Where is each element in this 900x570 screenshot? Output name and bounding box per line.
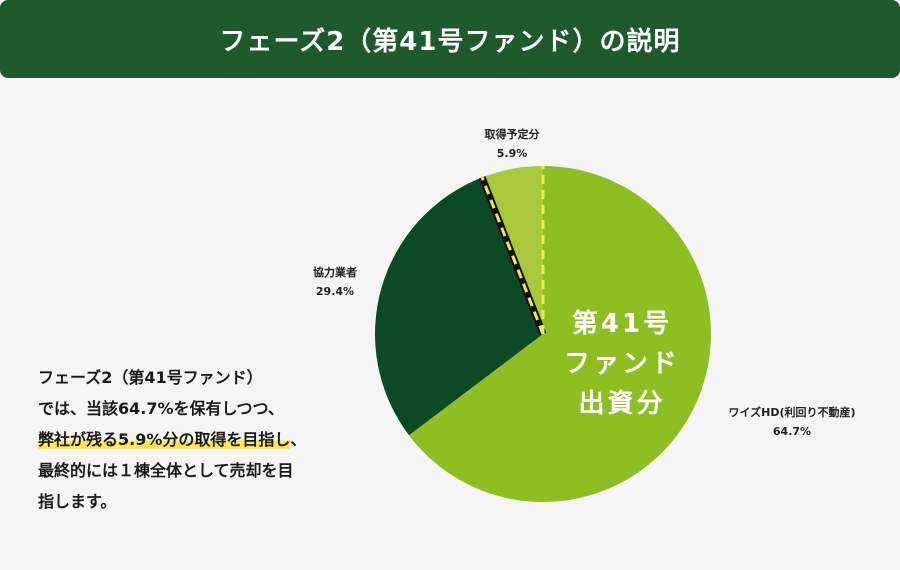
slice-value-planned: 5.9%	[497, 147, 528, 160]
page-title: フェーズ2（第41号ファンド）の説明	[219, 26, 681, 57]
description-highlight: 弊社が残る5.9%分の取得を目指し	[38, 430, 291, 449]
pie-slice-partners	[374, 177, 543, 436]
title-banner: フェーズ2（第41号ファンド）の説明	[0, 0, 900, 78]
inner-label-line-2: ファンド	[564, 349, 680, 379]
description-line-3: 弊社が残る5.9%分の取得を目指し、	[38, 424, 378, 455]
description-line-2: では、当該64.7%を保有しつつ、	[38, 399, 284, 418]
slice-label-planned: 取得予定分	[485, 127, 540, 141]
slice-label-wise: ワイズHD(利回り不動産)	[728, 405, 855, 419]
pie-slice-wise	[408, 166, 711, 502]
description-line-5: 指します。	[38, 492, 117, 511]
description-text: フェーズ2（第41号ファンド） では、当該64.7%を保有しつつ、 弊社が残る5…	[38, 362, 378, 517]
slice-value-wise: 64.7%	[773, 425, 811, 438]
description-line-3-tail: 、	[290, 430, 307, 449]
slice-value-partners: 29.4%	[316, 285, 354, 298]
divider-dash-left	[480, 176, 545, 335]
pie-dividers	[478, 166, 547, 336]
description-line-4: 最終的には１棟全体として売却を目	[38, 461, 294, 480]
description-line-1: フェーズ2（第41号ファンド）	[38, 368, 263, 387]
slice-label-partners: 協力業者	[313, 265, 357, 279]
inner-label-line-1: 第41号	[572, 308, 672, 339]
inner-label-line-3: 出資分	[578, 389, 665, 419]
